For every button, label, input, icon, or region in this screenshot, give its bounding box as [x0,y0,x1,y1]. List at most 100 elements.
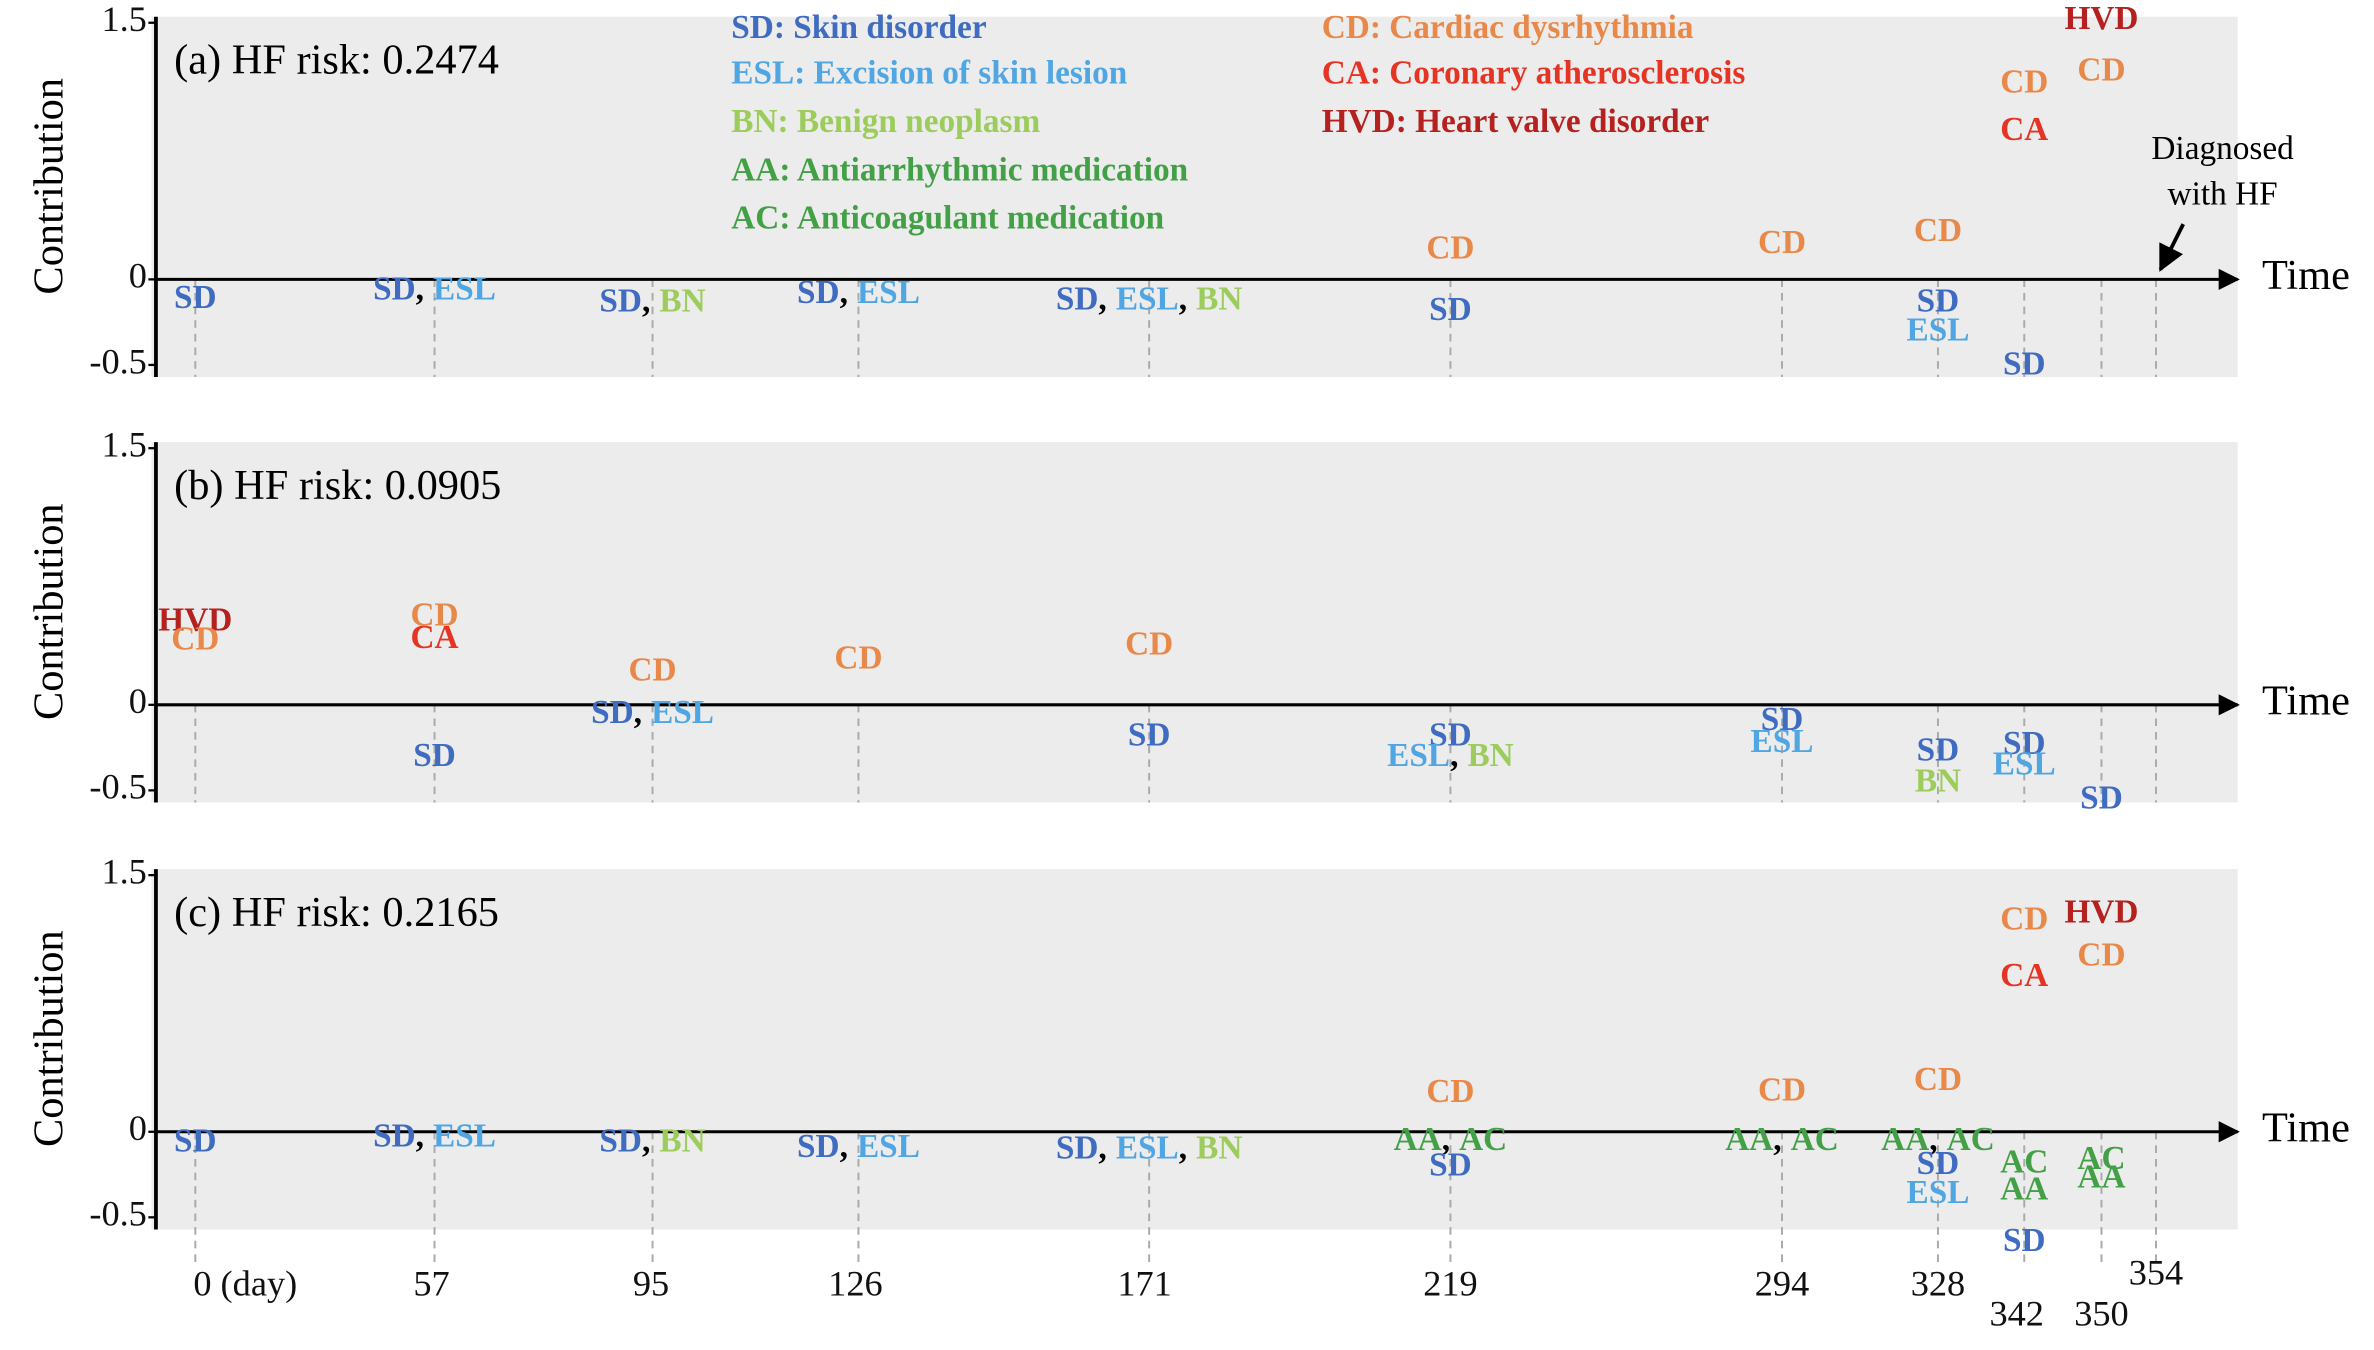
event-code: AA [1394,1121,1442,1158]
separator: , [416,270,424,307]
event-label: SD, BN [599,282,705,319]
y-tick-label: 0 [129,256,147,296]
annotation-arrow [2158,223,2185,272]
event-label: SD, ESL [591,694,714,731]
legend-entry: AC: Anticoagulant medication [731,200,1164,237]
event-label: SD, ESL, BN [1056,1129,1243,1166]
event-label: CD [171,620,219,657]
event-label: SD [1429,291,1472,328]
event-code: SD [174,1122,217,1159]
event-code: SD [1429,1146,1472,1183]
event-label: CD [2000,63,2048,100]
x-tick-label: 171 [1117,1263,1172,1303]
event-code: SD [599,1122,642,1159]
event-label: AA, AC [1881,1121,1995,1158]
event-code: CA [410,618,458,655]
y-tick-label: -0.5 [89,341,147,381]
event-code: BN [1467,737,1513,774]
panel-title: (a) HF risk: 0.2474 [174,36,499,83]
event-code: CA [2000,956,2048,993]
event-code: ESL [1906,1174,1969,1211]
event-label: CD [1125,625,1173,662]
x-tick-label: 354 [2129,1253,2183,1293]
event-code: AA [2077,1158,2125,1195]
event-label: SD [2003,1222,2046,1259]
event-label: SD, ESL [373,270,496,307]
event-code: CD [2000,63,2048,100]
event-code: SD [1917,1145,1960,1182]
event-label: SD, ESL, BN [1056,280,1243,317]
event-code: CD [410,596,458,633]
x-tick-label: 126 [828,1263,883,1303]
event-code: SD [1761,701,1804,738]
event-label: SD [413,737,456,774]
separator: , [642,1122,650,1159]
y-tick-label: 1.5 [101,425,146,465]
x-tick-label: 328 [1911,1263,1965,1303]
event-code: ESL [1387,737,1450,774]
event-label: SD, ESL [797,1128,920,1165]
event-label: CD [1914,212,1962,249]
separator: , [1450,737,1458,774]
event-label: CA [410,618,458,655]
event-label: CD [2077,51,2125,88]
panel-title: (c) HF risk: 0.2165 [174,889,499,936]
event-code: CD [2077,51,2125,88]
event-code: SD [2080,779,2123,816]
event-code: SD [1917,282,1960,319]
separator: , [416,1117,424,1154]
legend-entry: ESL: Excision of skin lesion [731,54,1127,91]
y-axis-label: Contribution [26,930,73,1147]
event-code: CD [2000,900,2048,937]
separator: , [1179,280,1187,317]
annotation: Diagnosed [2151,130,2294,167]
event-code: SD [1917,731,1960,768]
y-tick-label: 0 [129,1108,147,1148]
event-label: SD, ESL [797,273,920,310]
event-label: CD [629,651,677,688]
event-code: SD [1429,716,1472,753]
event-label: BN [1915,762,1961,799]
event-label: ESL [1906,1174,1969,1211]
separator: , [1098,280,1106,317]
event-code: SD [413,737,456,774]
separator: , [1179,1129,1187,1166]
event-code: BN [1196,280,1242,317]
event-code: CA [2000,111,2048,148]
event-code: SD [1056,1129,1099,1166]
event-code: SD [797,1128,840,1165]
legend-entry: BN: Benign neoplasm [731,103,1040,140]
y-tick-label: 1.5 [101,851,146,891]
event-code: AC [1459,1121,1507,1158]
event-label: AA [2000,1170,2048,1207]
separator: , [840,1128,848,1165]
event-code: HVD [158,601,232,638]
event-code: CD [171,620,219,657]
event-code: HVD [2064,893,2138,930]
event-code: ESL [651,694,714,731]
legend-entry: SD: Skin disorder [731,9,987,46]
event-label: SD [2080,779,2123,816]
event-label: SD [1128,716,1171,753]
event-label: CD [1426,1073,1474,1110]
event-label: HVD [158,601,232,638]
panel-background [151,869,2238,1230]
x-tick-label: 219 [1423,1263,1478,1303]
event-label: SD [1429,1146,1472,1183]
event-code: BN [1196,1129,1242,1166]
event-label: ESL [1906,311,1969,348]
event-code: CD [629,651,677,688]
x-tick-label: 350 [2074,1294,2128,1334]
event-label: SD [1917,282,1960,319]
event-code: SD [2003,345,2046,382]
event-code: SD [373,1117,416,1154]
event-code: ESL [1116,280,1179,317]
event-label: CD [2000,900,2048,937]
event-label: SD [174,279,217,316]
event-code: SD [1056,280,1099,317]
y-tick-label: 0 [129,681,147,721]
event-code: ESL [433,270,496,307]
event-code: CD [1758,1071,1806,1108]
event-label: CA [2000,111,2048,148]
